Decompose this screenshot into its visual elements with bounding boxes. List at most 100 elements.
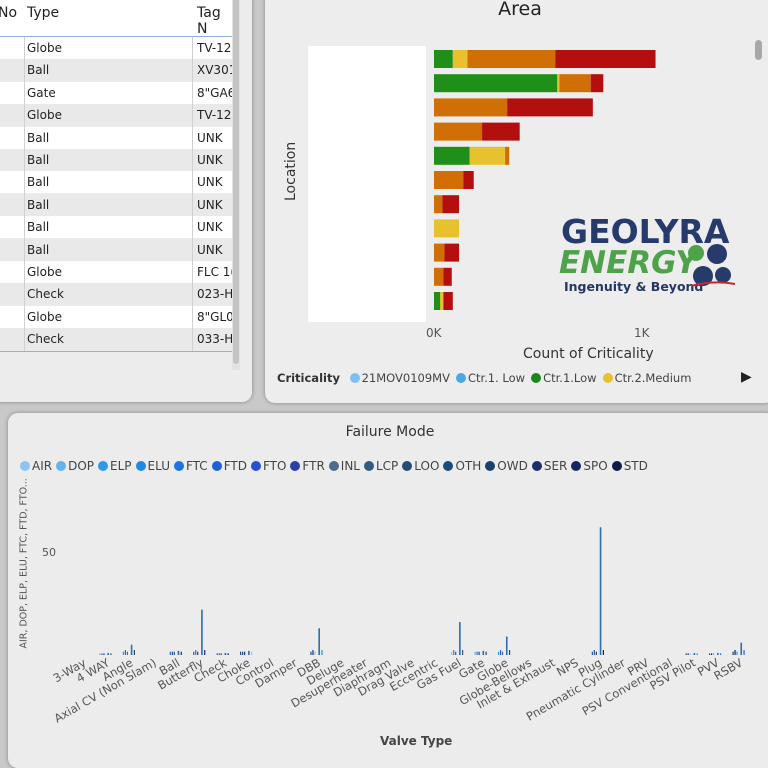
failure-bar[interactable] <box>736 652 737 655</box>
column-header-no[interactable]: No <box>0 5 17 21</box>
failure-bar[interactable] <box>596 652 597 655</box>
criticality-legend-item[interactable]: Ctr.2.Medium <box>603 371 692 385</box>
failure-bar[interactable] <box>314 652 315 655</box>
failure-bar[interactable] <box>711 653 712 655</box>
failure-bar[interactable] <box>459 622 461 655</box>
criticality-legend-item[interactable]: Ctr.1. Low <box>456 371 525 385</box>
area-bar-segment[interactable] <box>444 244 459 262</box>
failure-bar[interactable] <box>740 643 742 655</box>
area-bar-segment[interactable] <box>507 98 593 116</box>
failure-bar[interactable] <box>709 653 710 655</box>
failure-bar[interactable] <box>479 652 480 655</box>
failure-bar[interactable] <box>732 652 733 655</box>
area-bar-segment[interactable] <box>555 50 655 68</box>
area-bar-segment[interactable] <box>440 292 443 310</box>
failure-bar[interactable] <box>101 653 102 655</box>
failure-bar[interactable] <box>225 653 227 655</box>
failure-bar[interactable] <box>743 650 744 655</box>
failure-bar[interactable] <box>594 650 595 655</box>
failure-bar[interactable] <box>195 650 196 655</box>
failure-bar[interactable] <box>312 650 313 655</box>
failure-bar[interactable] <box>174 652 175 655</box>
failure-bar[interactable] <box>193 652 194 655</box>
failure-bar[interactable] <box>310 652 311 655</box>
table-scroll-thumb[interactable] <box>233 0 239 364</box>
failure-bar[interactable] <box>453 650 454 655</box>
criticality-legend-item[interactable]: 21MOV0109MV <box>350 371 450 385</box>
failure-bar[interactable] <box>500 650 501 655</box>
failure-bar[interactable] <box>240 652 241 655</box>
failure-bar[interactable] <box>217 653 218 655</box>
failure-bar[interactable] <box>462 650 463 655</box>
area-bar-segment[interactable] <box>434 98 507 116</box>
failure-bar[interactable] <box>125 650 126 655</box>
area-bar-segment[interactable] <box>434 74 557 92</box>
area-bar-segment[interactable] <box>482 123 520 141</box>
failure-bar[interactable] <box>451 652 452 655</box>
failure-bar[interactable] <box>197 652 198 655</box>
failure-bar[interactable] <box>717 653 719 655</box>
failure-bar[interactable] <box>498 652 499 655</box>
failure-bar[interactable] <box>127 652 128 655</box>
area-bar-segment[interactable] <box>453 50 468 68</box>
failure-bar[interactable] <box>688 653 689 655</box>
failure-bar[interactable] <box>592 652 593 655</box>
failure-bar[interactable] <box>244 652 245 655</box>
failure-bar[interactable] <box>248 651 250 655</box>
area-bar-segment[interactable] <box>434 123 482 141</box>
failure-bar[interactable] <box>483 651 485 655</box>
failure-bar[interactable] <box>720 653 721 655</box>
failure-bar[interactable] <box>181 652 182 655</box>
area-chart-scrollbar[interactable] <box>755 40 762 60</box>
area-bar-segment[interactable] <box>443 292 452 310</box>
failure-bar[interactable] <box>475 652 476 655</box>
failure-bar[interactable] <box>509 650 510 655</box>
criticality-legend-item[interactable]: Ctr.1.Low <box>531 371 597 385</box>
area-bar-segment[interactable] <box>434 195 442 213</box>
table-scrollbar[interactable] <box>232 0 240 370</box>
area-bar-segment[interactable] <box>557 74 559 92</box>
failure-bar[interactable] <box>686 653 687 655</box>
failure-bar[interactable] <box>477 652 478 655</box>
legend-next-page-icon[interactable]: ▶ <box>741 369 752 385</box>
failure-bar[interactable] <box>110 653 111 655</box>
area-bar-segment[interactable] <box>505 147 509 165</box>
area-bar-segment[interactable] <box>591 74 604 92</box>
failure-bar[interactable] <box>134 650 135 655</box>
area-bar-segment[interactable] <box>443 268 451 286</box>
failure-bar[interactable] <box>506 636 508 655</box>
failure-bar[interactable] <box>178 651 180 655</box>
failure-bar[interactable] <box>600 527 602 655</box>
area-bar-segment[interactable] <box>463 171 473 189</box>
area-bar-segment[interactable] <box>434 268 443 286</box>
failure-bar[interactable] <box>172 652 173 655</box>
failure-bar[interactable] <box>603 650 604 655</box>
area-bar-segment[interactable] <box>434 147 470 165</box>
failure-bar[interactable] <box>697 653 698 655</box>
failure-bar[interactable] <box>486 652 487 655</box>
area-bar-segment[interactable] <box>470 147 506 165</box>
failure-bar[interactable] <box>251 652 252 655</box>
failure-bar[interactable] <box>318 628 320 655</box>
area-bar-segment[interactable] <box>434 219 459 237</box>
failure-bar[interactable] <box>321 650 322 655</box>
failure-bar[interactable] <box>242 652 243 655</box>
failure-bar[interactable] <box>734 650 735 655</box>
column-header-tag[interactable]: Tag N <box>197 5 232 37</box>
table-row[interactable]: BallXV301 <box>0 59 232 81</box>
failure-bar[interactable] <box>107 653 109 655</box>
area-bar-segment[interactable] <box>434 292 440 310</box>
column-header-type[interactable]: Type <box>27 5 59 21</box>
area-bar-segment[interactable] <box>442 195 459 213</box>
